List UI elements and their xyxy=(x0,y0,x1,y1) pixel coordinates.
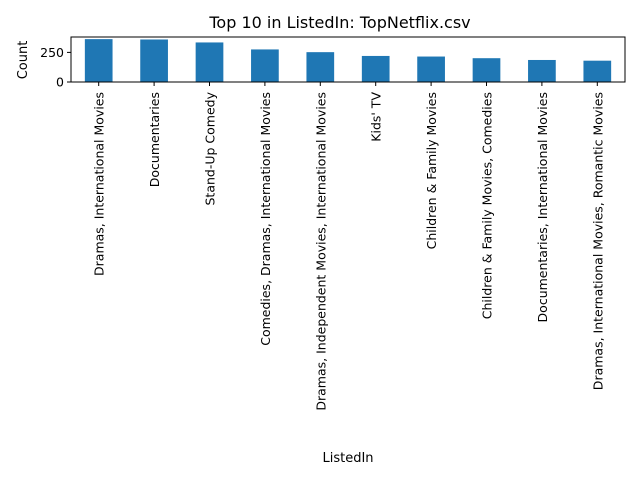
bar xyxy=(306,52,335,82)
x-tick-label: Documentaries, International Movies xyxy=(535,92,550,322)
x-tick-label: Comedies, Dramas, International Movies xyxy=(258,92,273,346)
bars-group xyxy=(84,39,612,82)
bar xyxy=(251,49,279,82)
x-tick-label: Dramas, Independent Movies, Internationa… xyxy=(313,92,328,411)
plot-frame xyxy=(70,36,626,83)
bar xyxy=(195,42,224,82)
y-axis-label: Count xyxy=(16,41,31,80)
bar xyxy=(361,55,390,82)
x-tick-label: Children & Family Movies xyxy=(424,92,439,249)
bar xyxy=(528,59,556,82)
chart-title: Top 10 in ListedIn: TopNetflix.csv xyxy=(208,13,470,32)
x-tick-label: Children & Family Movies, Comedies xyxy=(480,92,495,319)
x-tick-label: Dramas, International Movies, Romantic M… xyxy=(590,92,605,390)
bar xyxy=(417,56,445,82)
x-tick-label: Dramas, International Movies xyxy=(92,92,107,276)
bar xyxy=(583,60,612,82)
bar xyxy=(472,58,501,82)
bar xyxy=(84,39,113,82)
x-axis-label: ListedIn xyxy=(322,451,373,466)
x-axis-ticks: Dramas, International Movies Documentarie… xyxy=(92,82,605,411)
y-tick-label: 250 xyxy=(40,45,64,60)
x-tick-label: Documentaries xyxy=(147,92,162,187)
x-tick-label: Stand-Up Comedy xyxy=(203,91,218,205)
x-tick-label: Kids' TV xyxy=(369,92,384,142)
bar xyxy=(140,39,168,82)
y-axis-ticks: 0 250 xyxy=(40,45,71,90)
y-tick-label: 0 xyxy=(56,75,64,90)
